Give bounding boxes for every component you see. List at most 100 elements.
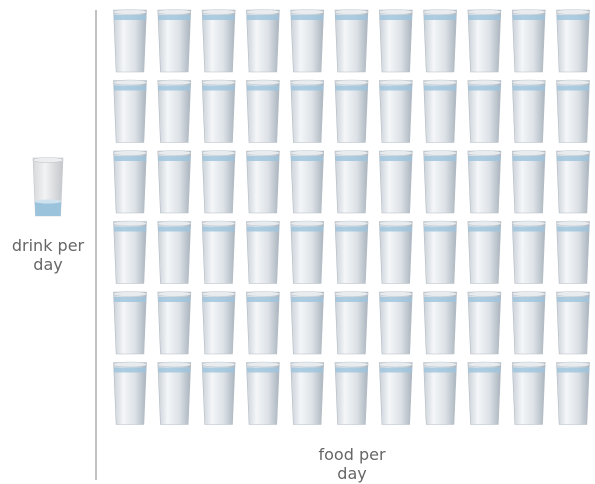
water-line <box>335 15 368 20</box>
water-line <box>512 297 545 302</box>
water-line <box>379 85 412 91</box>
glass <box>334 361 369 425</box>
water-line <box>424 226 457 232</box>
water-surface <box>34 199 62 204</box>
water-line <box>158 156 191 161</box>
glass <box>246 220 280 284</box>
glass-rim <box>378 79 413 86</box>
glass-rim <box>378 9 413 15</box>
water-line <box>114 156 146 161</box>
water-line <box>114 85 146 91</box>
glass <box>378 220 413 284</box>
glass <box>511 361 546 425</box>
glass-rim <box>467 9 502 15</box>
water-line <box>202 156 235 161</box>
glass <box>157 9 192 73</box>
glass <box>290 79 325 143</box>
water-line <box>114 226 146 232</box>
glass-rim <box>290 79 325 86</box>
glass <box>290 361 325 425</box>
water-line <box>158 15 191 20</box>
glass-rim <box>290 361 325 368</box>
water-line <box>246 156 279 161</box>
water-line <box>246 226 279 232</box>
glass-rim <box>201 361 236 368</box>
glass <box>378 150 413 214</box>
glass-rim <box>378 150 413 156</box>
water-line <box>114 15 146 20</box>
glass-rim <box>246 220 280 227</box>
glass <box>556 150 590 214</box>
water-line <box>246 85 279 91</box>
water-line <box>512 85 545 91</box>
glass <box>556 361 590 425</box>
glass-rim <box>246 361 280 368</box>
water-line <box>114 297 146 302</box>
water-line <box>335 367 368 373</box>
glass <box>290 9 325 73</box>
glass-rim <box>246 79 280 86</box>
water <box>34 201 62 216</box>
glass-rim <box>157 150 192 156</box>
water-line <box>335 85 368 91</box>
glass <box>334 291 369 355</box>
glass <box>511 291 546 355</box>
glass-rim <box>511 220 546 227</box>
water-line <box>158 85 191 91</box>
water-line <box>379 297 412 302</box>
glass <box>113 150 147 214</box>
glass <box>511 9 546 73</box>
water-line <box>158 297 191 302</box>
water-line <box>379 367 412 373</box>
glass-rim <box>334 361 369 368</box>
water-line <box>246 367 279 373</box>
glass <box>201 9 236 73</box>
glass-rim <box>467 79 502 86</box>
glass-rim <box>157 361 192 368</box>
glass-rim <box>423 220 457 227</box>
water-line <box>158 367 191 373</box>
water-line <box>246 297 279 302</box>
glass-rim <box>201 291 236 297</box>
glass <box>157 361 192 425</box>
glass-rim <box>511 79 546 86</box>
glass <box>511 220 546 284</box>
glass <box>246 79 280 143</box>
glass-rim <box>423 291 457 297</box>
water-line <box>202 367 235 373</box>
glass-rim <box>113 291 147 297</box>
water-line <box>424 367 457 373</box>
glass <box>201 361 236 425</box>
glass <box>246 291 280 355</box>
glass <box>201 79 236 143</box>
water-line <box>512 15 545 20</box>
glass-rim <box>201 79 236 86</box>
glass-rim <box>423 150 457 156</box>
water-line <box>291 297 324 302</box>
water-line <box>557 15 589 20</box>
glass <box>246 9 280 73</box>
water-line <box>379 156 412 161</box>
glass <box>290 150 325 214</box>
glass-rim <box>423 361 457 368</box>
glass <box>113 9 147 73</box>
water-line <box>379 226 412 232</box>
glass <box>556 220 590 284</box>
glass <box>423 79 457 143</box>
glass <box>113 361 147 425</box>
glass <box>157 150 192 214</box>
glass-rim <box>246 291 280 297</box>
glass-rim <box>201 150 236 156</box>
glass-rim <box>378 220 413 227</box>
glass-rim <box>157 79 192 86</box>
glass-rim <box>113 9 147 15</box>
glass <box>423 150 457 214</box>
water-line <box>202 226 235 232</box>
glass <box>201 150 236 214</box>
glass-rim <box>556 150 590 156</box>
glass <box>423 291 457 355</box>
glass-rim <box>556 361 590 368</box>
glass <box>556 79 590 143</box>
